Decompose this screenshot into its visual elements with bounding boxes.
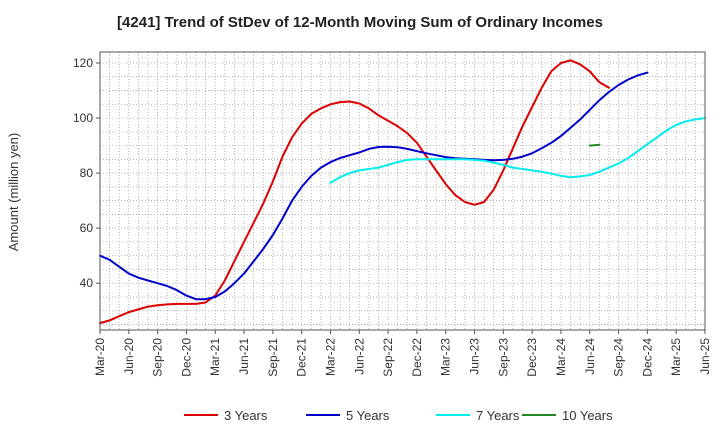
y-tick-label: 120 (73, 56, 93, 70)
x-tick-label: Jun-22 (352, 338, 366, 375)
series-line-5-years (99, 71, 649, 301)
y-tick-label: 60 (80, 221, 94, 235)
legend-label-10-years: 10 Years (562, 408, 613, 423)
legend-label-5-years: 5 Years (346, 408, 390, 423)
x-tick-label: Dec-24 (640, 338, 654, 377)
x-tick-label: Dec-22 (410, 338, 424, 377)
y-ticks: 40 60 80 100 120 (73, 56, 100, 290)
x-tick-label: Dec-23 (525, 338, 539, 377)
x-tick-label: Mar-23 (439, 338, 453, 376)
x-tick-label: Jun-25 (698, 338, 712, 375)
plot-frame (99, 51, 706, 331)
x-tick-label: Jun-24 (583, 338, 597, 375)
y-tick-label: 80 (80, 166, 94, 180)
x-tick-label: Dec-21 (295, 338, 309, 377)
chart-title: [4241] Trend of StDev of 12-Month Moving… (117, 14, 603, 31)
grid (100, 52, 705, 330)
series-line-10-years (588, 143, 601, 147)
x-tick-label: Dec-20 (179, 338, 193, 377)
x-tick-label: Sep-23 (496, 338, 510, 377)
y-tick-label: 100 (73, 111, 93, 125)
x-tick-label: Sep-20 (151, 338, 165, 377)
series-line-7-years (329, 117, 706, 184)
y-tick-label: 40 (80, 276, 94, 290)
legend-label-7-years: 7 Years (476, 408, 520, 423)
x-tick-label: Mar-21 (208, 338, 222, 376)
x-tick-label: Sep-22 (381, 338, 395, 377)
y-axis-label: Amount (million yen) (6, 133, 21, 252)
x-tick-label: Jun-20 (122, 338, 136, 375)
x-tick-label: Sep-24 (612, 338, 626, 377)
legend-label-3-years: 3 Years (224, 408, 268, 423)
legend: 3 Years 5 Years 7 Years 10 Years (184, 408, 613, 423)
series-group (99, 59, 706, 325)
x-tick-label: Jun-23 (468, 338, 482, 375)
x-tick-label: Jun-21 (237, 338, 251, 375)
x-tick-label: Mar-22 (323, 338, 337, 376)
x-ticks: Mar-20 Jun-20 Sep-20 Dec-20 Mar-21 Jun-21 Sep-… (93, 330, 712, 377)
series-line-3-years (99, 59, 610, 325)
x-tick-label: Mar-20 (93, 338, 107, 376)
x-tick-label: Mar-25 (669, 338, 683, 376)
x-tick-label: Mar-24 (554, 338, 568, 376)
x-tick-label: Sep-21 (266, 338, 280, 377)
